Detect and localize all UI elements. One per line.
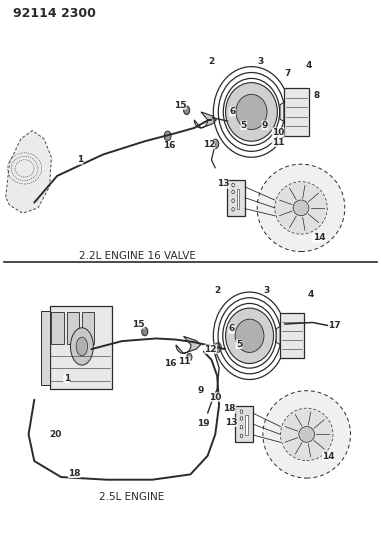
Circle shape (240, 425, 243, 429)
Ellipse shape (263, 391, 351, 478)
Text: 92114 2300: 92114 2300 (13, 7, 96, 20)
Circle shape (215, 343, 221, 352)
Text: 12: 12 (205, 345, 217, 353)
Bar (237, 189, 240, 208)
Text: 4: 4 (307, 290, 314, 299)
Ellipse shape (257, 164, 345, 252)
Text: 4: 4 (306, 61, 312, 70)
Text: 8: 8 (313, 92, 319, 100)
Text: 16: 16 (164, 359, 176, 368)
Bar (235, 406, 253, 442)
Text: 2: 2 (208, 57, 215, 66)
Bar (67, 312, 79, 344)
Text: 14: 14 (312, 233, 325, 242)
Ellipse shape (236, 94, 267, 130)
Circle shape (142, 327, 148, 336)
Ellipse shape (235, 319, 264, 352)
Text: 19: 19 (197, 419, 210, 428)
Bar (227, 180, 245, 216)
Text: 1: 1 (77, 156, 83, 164)
Circle shape (232, 190, 234, 193)
Bar (50, 306, 112, 389)
Text: 10: 10 (272, 128, 284, 136)
Bar (82, 312, 94, 344)
Ellipse shape (70, 328, 93, 365)
Text: 17: 17 (328, 321, 341, 329)
Text: 13: 13 (225, 418, 237, 426)
Text: 9: 9 (262, 121, 268, 130)
Circle shape (164, 131, 171, 141)
Circle shape (240, 434, 243, 438)
Polygon shape (6, 131, 51, 213)
Text: 16: 16 (163, 141, 176, 150)
Text: 6: 6 (229, 325, 235, 333)
Text: 6: 6 (229, 108, 235, 116)
Bar (284, 88, 309, 136)
Bar (51, 312, 64, 344)
Polygon shape (280, 102, 284, 122)
Ellipse shape (280, 408, 333, 461)
Text: 3: 3 (258, 57, 264, 66)
Text: 10: 10 (209, 393, 221, 401)
Ellipse shape (76, 337, 88, 356)
Circle shape (187, 353, 192, 361)
Bar (245, 415, 248, 435)
Polygon shape (194, 112, 216, 128)
Circle shape (184, 106, 190, 115)
Ellipse shape (275, 182, 327, 234)
Ellipse shape (226, 308, 274, 364)
Circle shape (240, 410, 243, 414)
Text: 18: 18 (68, 469, 80, 478)
Text: 5: 5 (241, 121, 247, 130)
Circle shape (212, 139, 219, 149)
Text: 7: 7 (285, 69, 291, 78)
Circle shape (240, 417, 243, 420)
Circle shape (232, 183, 234, 187)
Circle shape (232, 207, 234, 211)
Bar (41, 311, 50, 385)
Text: 12: 12 (203, 140, 215, 149)
Text: 1: 1 (64, 374, 70, 383)
Ellipse shape (226, 83, 277, 141)
Ellipse shape (299, 426, 315, 442)
Text: 18: 18 (224, 405, 236, 413)
Polygon shape (176, 336, 200, 353)
Text: 15: 15 (174, 101, 186, 109)
Text: 2.5L ENGINE: 2.5L ENGINE (99, 492, 164, 502)
Text: 2: 2 (214, 286, 220, 295)
Text: 15: 15 (132, 320, 144, 328)
Text: 11: 11 (178, 357, 190, 366)
Circle shape (232, 199, 234, 203)
Text: 3: 3 (264, 286, 270, 295)
Text: 2.2L ENGINE 16 VALVE: 2.2L ENGINE 16 VALVE (79, 251, 195, 261)
Text: 9: 9 (198, 386, 204, 395)
Ellipse shape (293, 200, 309, 216)
Text: 14: 14 (322, 453, 335, 461)
Bar (280, 313, 304, 358)
Text: 13: 13 (217, 180, 229, 188)
Text: 20: 20 (49, 430, 61, 439)
Text: 5: 5 (236, 340, 242, 349)
Polygon shape (276, 326, 280, 344)
Text: 11: 11 (272, 138, 284, 147)
